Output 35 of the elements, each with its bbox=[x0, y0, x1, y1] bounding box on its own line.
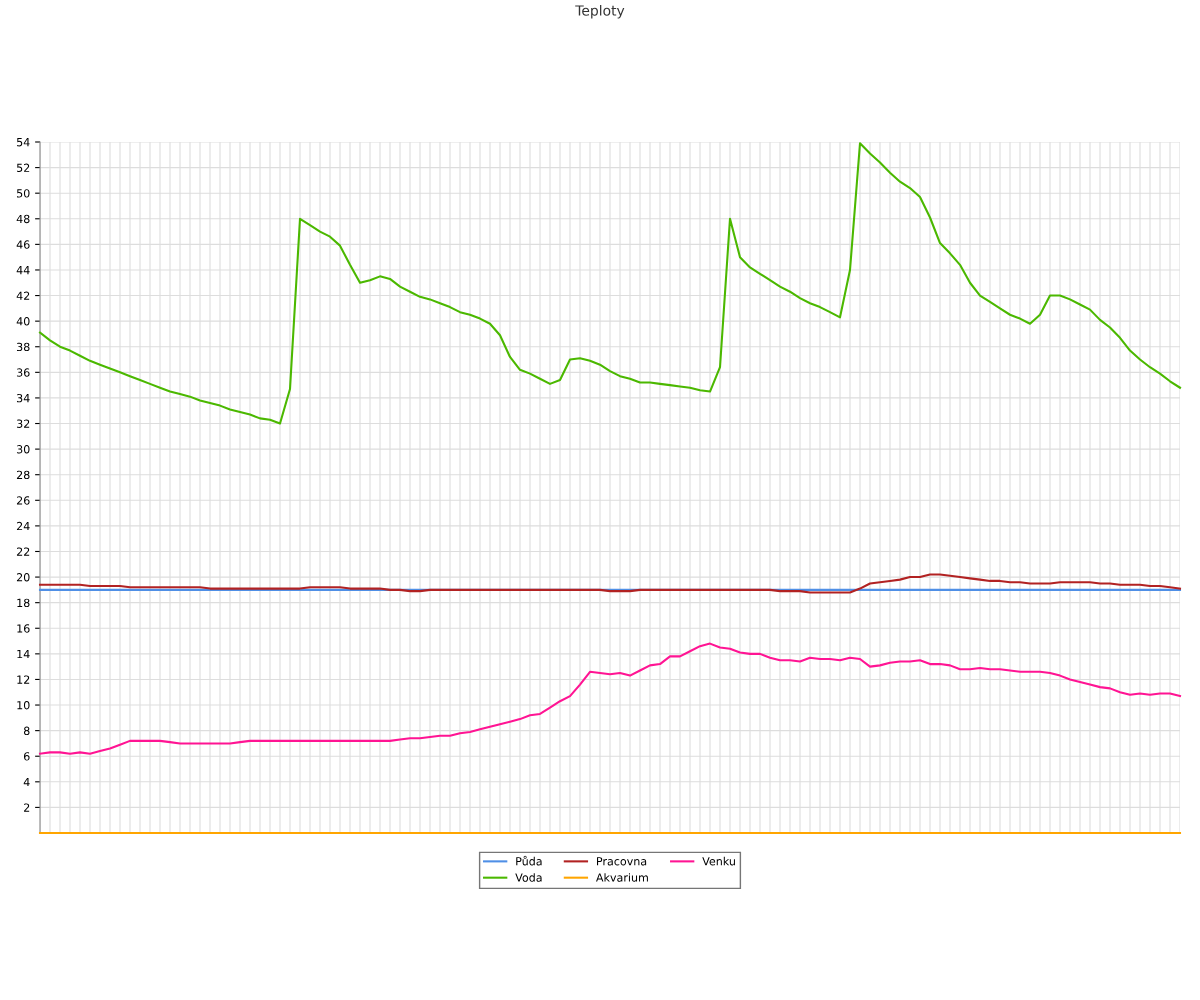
legend-label: Voda bbox=[515, 873, 542, 882]
y-tick-label: 2 bbox=[24, 803, 30, 812]
y-tick-label: 36 bbox=[16, 368, 30, 377]
y-tick-label: 16 bbox=[17, 624, 30, 633]
legend-label: Půda bbox=[516, 855, 542, 866]
y-tick-label: 54 bbox=[17, 138, 30, 147]
chart-title: Teploty bbox=[575, 5, 625, 19]
y-tick-label: 28 bbox=[16, 470, 30, 480]
y-tick-label: 22 bbox=[16, 547, 30, 556]
y-tick-label: 42 bbox=[16, 291, 30, 300]
y-tick-label: 18 bbox=[17, 598, 30, 608]
y-tick-label: 32 bbox=[16, 419, 30, 428]
y-tick-label: 4 bbox=[23, 777, 30, 787]
y-tick-label: 20 bbox=[16, 573, 30, 582]
line-series bbox=[38, 573, 1182, 594]
y-tick-label: 26 bbox=[16, 496, 30, 505]
y-tick-label: 30 bbox=[16, 445, 30, 454]
y-tick-label: 52 bbox=[17, 163, 30, 172]
y-tick-label: 38 bbox=[16, 342, 30, 352]
y-tick-label: 44 bbox=[16, 266, 30, 275]
y-tick-label: 10 bbox=[17, 701, 30, 710]
line-series bbox=[38, 642, 1182, 755]
y-tick-label: 34 bbox=[16, 393, 30, 403]
y-tick-label: 14 bbox=[17, 649, 30, 659]
legend-label: Venku bbox=[702, 856, 735, 866]
y-tick-label: 12 bbox=[17, 675, 30, 684]
legend-label: Pracovna bbox=[597, 857, 647, 866]
legend-label: Akvarium bbox=[596, 873, 648, 882]
y-tick-label: 40 bbox=[16, 317, 30, 326]
y-tick-label: 24 bbox=[16, 521, 30, 531]
y-tick-label: 8 bbox=[23, 726, 30, 736]
y-tick-label: 46 bbox=[16, 240, 30, 249]
y-tick-label: 48 bbox=[16, 214, 30, 224]
y-tick-label: 50 bbox=[17, 189, 30, 198]
y-tick-label: 6 bbox=[23, 752, 30, 761]
